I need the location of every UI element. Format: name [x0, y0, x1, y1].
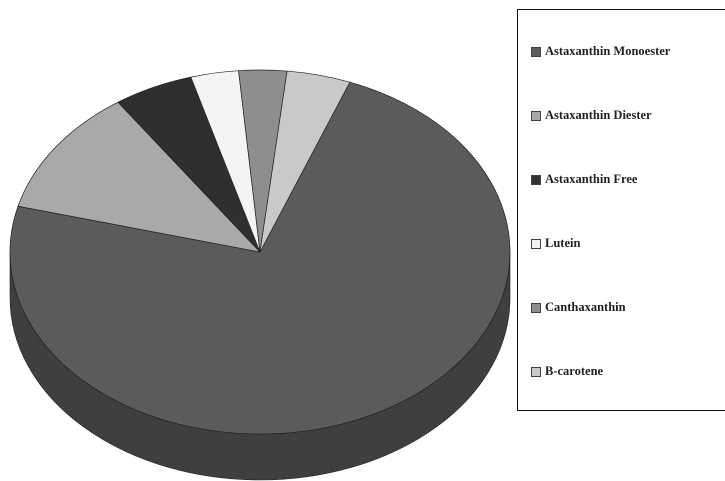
legend-item-astaxanthin-diester: Astaxanthin Diester: [531, 108, 652, 123]
legend-item-canthaxanthin: Canthaxanthin: [531, 300, 626, 315]
legend-swatch: [531, 174, 541, 185]
chart-legend: Astaxanthin Monoester Astaxanthin Dieste…: [517, 9, 725, 411]
legend-swatch: [531, 238, 541, 249]
legend-item-astaxanthin-free: Astaxanthin Free: [531, 172, 637, 187]
legend-label: Canthaxanthin: [545, 300, 626, 314]
pie-top-faces: [9, 69, 511, 435]
pie-slice-b-carotene: [259, 70, 351, 253]
pie-slice-astaxanthin-diester: [17, 101, 261, 253]
legend-label: Astaxanthin Monoester: [545, 44, 671, 58]
legend-swatch: [531, 110, 541, 121]
legend-swatch: [531, 302, 541, 313]
legend-label: Lutein: [545, 236, 581, 250]
legend-swatch: [531, 366, 541, 377]
legend-label: Astaxanthin Diester: [545, 108, 652, 122]
legend-item-astaxanthin-monoester: Astaxanthin Monoester: [531, 44, 670, 59]
legend-label: B-carotene: [545, 364, 604, 378]
pie-slice-astaxanthin-monoester: [9, 81, 511, 435]
legend-swatch: [531, 46, 541, 57]
legend-item-b-carotene: B-carotene: [531, 364, 603, 379]
legend-label: Astaxanthin Free: [545, 172, 638, 186]
legend-item-lutein: Lutein: [531, 236, 580, 251]
